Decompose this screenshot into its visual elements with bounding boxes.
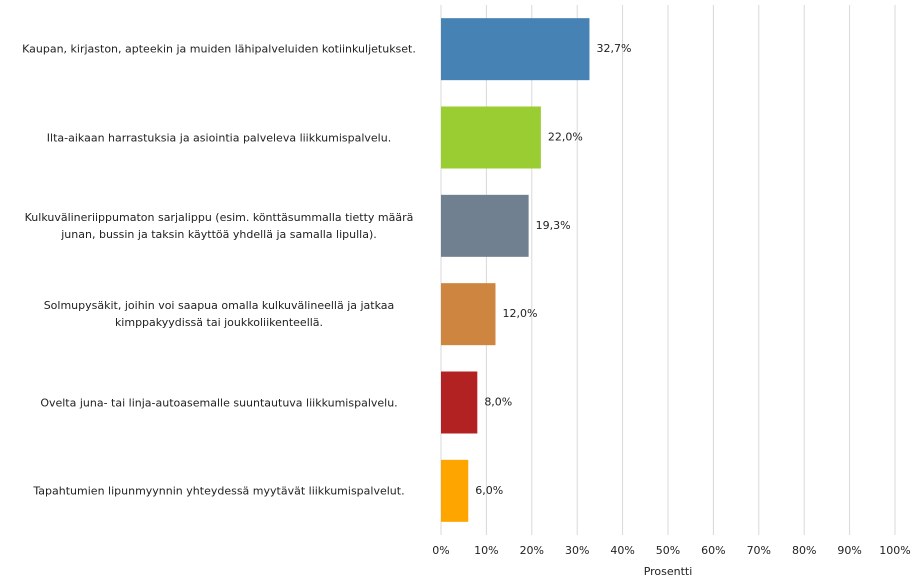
- x-tick-label: 60%: [701, 544, 725, 557]
- x-tick-label: 80%: [792, 544, 816, 557]
- bar: [441, 371, 478, 434]
- bar: [441, 194, 529, 257]
- bar: [441, 283, 496, 346]
- value-label: 19,3%: [536, 219, 571, 232]
- value-label: 22,0%: [548, 131, 583, 144]
- category-label: Solmupysäkit, joihin voi saapua omalla k…: [43, 299, 395, 330]
- category-label: Tapahtumien lipunmyynnin yhteydessä myyt…: [33, 484, 405, 498]
- bar: [441, 106, 541, 169]
- category-label: Ilta-aikaan harrastuksia ja asiointia pa…: [46, 131, 392, 144]
- x-tick-label: 20%: [520, 544, 544, 557]
- x-axis-label: Prosentti: [644, 565, 693, 578]
- bar: [441, 18, 590, 81]
- x-tick-label: 90%: [837, 544, 861, 557]
- category-label: Kulkuvälineriippumaton sarjalippu (esim.…: [24, 210, 414, 241]
- x-tick-label: 50%: [656, 544, 680, 557]
- category-label: Ovelta juna- tai linja-autoasemalle suun…: [40, 396, 398, 409]
- bar: [441, 459, 469, 522]
- x-tick-label: 10%: [474, 544, 498, 557]
- x-tick-label: 40%: [610, 544, 634, 557]
- category-label: Kaupan, kirjaston, apteekin ja muiden lä…: [22, 42, 416, 56]
- value-label: 8,0%: [484, 396, 512, 409]
- x-tick-label: 100%: [879, 544, 910, 557]
- x-tick-label: 30%: [565, 544, 589, 557]
- value-label: 6,0%: [475, 484, 503, 497]
- x-tick-label: 0%: [432, 544, 449, 557]
- value-label: 12,0%: [502, 307, 537, 320]
- x-tick-label: 70%: [747, 544, 771, 557]
- value-label: 32,7%: [596, 42, 631, 55]
